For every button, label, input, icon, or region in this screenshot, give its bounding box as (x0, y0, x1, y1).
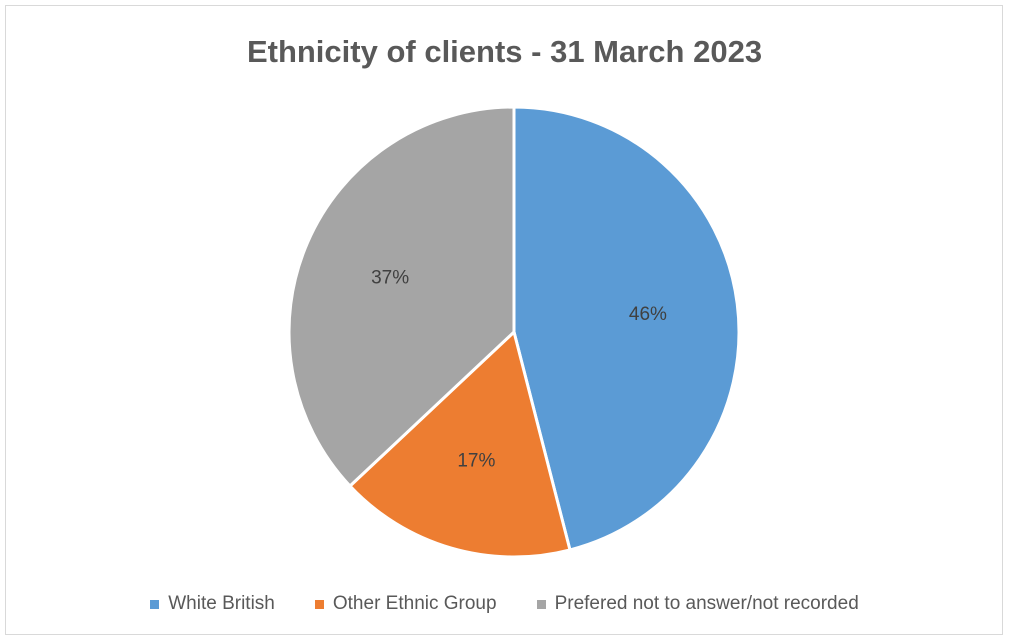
legend-label: Prefered not to answer/not recorded (554, 593, 859, 614)
legend-swatch (150, 599, 160, 609)
pie-data-label: 46% (629, 304, 667, 325)
legend-label: Other Ethnic Group (332, 593, 497, 614)
legend-swatch (536, 599, 546, 609)
pie-slice-white-british (512, 105, 741, 552)
pie-slice-other-ethnic-group (348, 330, 572, 559)
pie-data-label: 17% (457, 451, 495, 472)
legend-label: White British (168, 593, 275, 614)
legend-item: Other Ethnic Group (314, 593, 497, 615)
pie-slice-prefered-not-to-answer-not-recorded (287, 105, 516, 488)
legend-swatch (314, 599, 324, 609)
legend: White British Other Ethnic Group Prefered … (0, 593, 1009, 615)
legend-item: White British (150, 593, 275, 615)
pie-labels: 46% 17% 37% (371, 267, 667, 471)
pie-slices (287, 105, 741, 559)
legend-item: Prefered not to answer/not recorded (536, 593, 859, 615)
chart-title: Ethnicity of clients - 31 March 2023 (246, 34, 763, 69)
pie-data-label: 37% (371, 267, 409, 288)
